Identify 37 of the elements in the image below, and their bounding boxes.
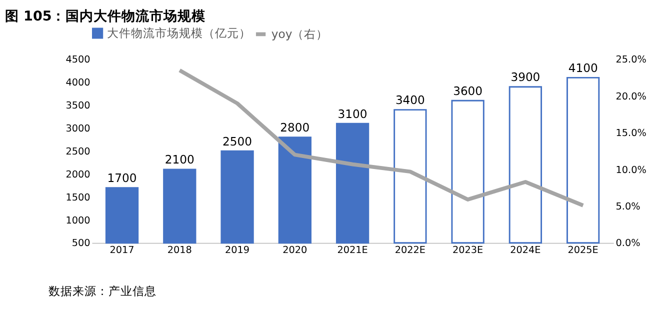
data-label: 3100 [338, 106, 368, 121]
y-tick-label: 1500 [66, 192, 90, 204]
x-tick-label: 2017 [110, 244, 134, 256]
y-tick-label: 4000 [66, 78, 90, 89]
y2-tick-label: 20.0% [616, 91, 646, 102]
y-tick-label: 3500 [66, 100, 90, 112]
data-label: 3900 [510, 70, 540, 84]
data-label: 3600 [453, 84, 483, 98]
x-tick-label: 2022E [394, 244, 426, 256]
y-tick-label: 1000 [66, 215, 90, 226]
data-label: 4100 [568, 60, 598, 75]
data-label: 2800 [280, 120, 310, 135]
legend-label: 大件物流市场规模（亿元） [107, 26, 252, 40]
x-tick-label: 2019 [225, 244, 250, 256]
x-tick-label: 2021E [337, 244, 368, 256]
y-tick-label: 4500 [66, 54, 90, 66]
data-label: 3400 [395, 93, 425, 107]
y-tick-label: 2000 [66, 169, 90, 180]
y-tick-label: 2500 [66, 146, 90, 158]
x-tick-label: 2024E [510, 244, 541, 256]
y2-tick-label: 0.0% [616, 238, 640, 250]
y2-tick-label: 15.0% [616, 128, 646, 140]
y-tick-label: 3000 [66, 124, 90, 135]
x-tick-label: 2023E [452, 244, 484, 256]
legend-label: yoy（右） [271, 27, 328, 42]
y-tick-label: 500 [72, 238, 90, 250]
source-note: 数据来源：产业信息 [48, 284, 156, 298]
data-label: 2500 [222, 134, 252, 148]
y2-tick-label: 5.0% [616, 202, 640, 213]
data-label: 2100 [164, 152, 194, 167]
y2-tick-label: 10.0% [616, 164, 646, 176]
x-tick-label: 2020 [282, 244, 308, 256]
x-tick-label: 2025E [568, 244, 598, 256]
chart-title: 图 105：国内大件物流市场规模 [4, 8, 207, 25]
data-label: 1700 [107, 170, 137, 185]
y2-tick-label: 25.0% [616, 54, 646, 66]
x-tick-label: 2018 [167, 244, 192, 256]
